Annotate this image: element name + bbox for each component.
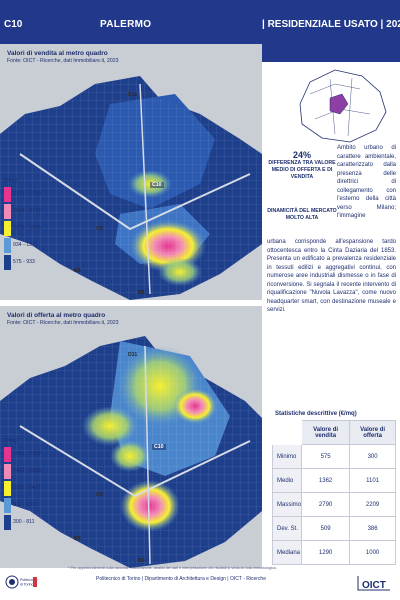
- offer-heatmap: [0, 306, 262, 568]
- map-label-b6: B6: [138, 558, 145, 564]
- table-row: Mediana 1290 1000: [271, 540, 396, 565]
- sale-legend-unit: (€/mq): [3, 178, 18, 184]
- legend-swatch: [4, 498, 11, 513]
- category-title: | RESIDENZIALE USATO | 2023: [262, 19, 400, 30]
- row-label: Minimo: [271, 444, 303, 469]
- sale-value: 1362: [301, 468, 351, 493]
- percent-difference: 24%: [292, 150, 311, 160]
- sale-legend-item: 2173 - 2790: [3, 186, 65, 203]
- map-label-c10: C10: [152, 444, 166, 450]
- sale-legend-item: 934 - 1272: [3, 237, 65, 254]
- stats-header-row: Valore di vendita Valore di offerta: [273, 420, 396, 445]
- sale-legend: (€/mq) 2173 - 2790 1626 - 2172 1273 - 16…: [3, 178, 65, 271]
- stats-table: Valore di vendita Valore di offerta Mini…: [271, 420, 396, 565]
- legend-range: 2173 - 2790: [13, 191, 41, 197]
- offer-map-title: Valori di offerta al metro quadro: [7, 312, 106, 319]
- area-description-top: Ambito urbano di carattere ambientale, c…: [337, 145, 396, 220]
- legend-swatch: [4, 187, 11, 202]
- stats-header-sale: Valore di vendita: [301, 420, 351, 445]
- legend-swatch: [4, 255, 11, 270]
- percent-difference-label: DIFFERENZA TRA VALORE MEDIO DI OFFERTA E…: [268, 160, 336, 181]
- table-row: Massimo 2790 2209: [271, 492, 396, 517]
- svg-text:di Torino: di Torino: [20, 583, 34, 587]
- offer-value: 1000: [349, 540, 396, 565]
- offer-legend-item: 1431 - 1800: [3, 463, 65, 480]
- offer-legend-item: 300 - 811: [3, 514, 65, 531]
- map-label-c9: C9: [96, 492, 103, 498]
- sale-value: 509: [301, 516, 351, 541]
- legend-range: 934 - 1272: [13, 242, 38, 248]
- table-row: Medio 1362 1101: [271, 468, 396, 493]
- offer-legend-item: 1801 - 2209: [3, 446, 65, 463]
- offer-legend-item: 811 - 1104: [3, 497, 65, 514]
- legend-range: 811 - 1104: [13, 502, 38, 508]
- sale-value: 575: [301, 444, 351, 469]
- offer-map-panel: Valori di offerta al metro quadro Fonte:…: [0, 306, 262, 568]
- offer-legend-unit: (€/mq): [3, 438, 18, 444]
- svg-text:OICT: OICT: [362, 580, 386, 591]
- row-label: Medio: [271, 468, 303, 493]
- map-label-b5: B5: [74, 536, 81, 542]
- legend-range: 1273 - 1626: [13, 225, 41, 231]
- sale-heatmap: [0, 44, 262, 300]
- legend-swatch: [4, 221, 11, 236]
- city-inset-map: [299, 69, 387, 143]
- footer-credits: Politecnico di Torino | Dipartimento di …: [96, 576, 266, 582]
- legend-swatch: [4, 204, 11, 219]
- sale-legend-item: 1273 - 1626: [3, 220, 65, 237]
- market-dynamism: DINAMICITÀ DEL MERCATO MOLTO ALTA: [267, 208, 337, 222]
- city-name: PALERMO: [100, 19, 152, 30]
- sale-map-title: Valori di vendita al metro quadro: [7, 50, 108, 57]
- row-label: Mediana: [271, 540, 303, 565]
- oict-logo: OICT: [357, 576, 390, 591]
- map-label-d11: D11: [128, 352, 138, 358]
- sale-map-source: Fonte: OICT - Ricerche, dati Immobiliare…: [7, 58, 119, 64]
- legend-swatch: [4, 464, 11, 479]
- polito-logo: Politecnico di Torino: [5, 575, 37, 589]
- zone-code: C10: [4, 19, 23, 30]
- table-row: Minimo 575 300: [271, 444, 396, 469]
- legend-swatch: [4, 238, 11, 253]
- svg-text:Politecnico: Politecnico: [20, 578, 37, 582]
- legend-range: 575 - 933: [13, 259, 35, 265]
- stats-header-blank: [273, 421, 302, 445]
- area-description-bottom: urbana corrisponde all'espansione tardo …: [267, 239, 396, 314]
- offer-legend-item: 1105 - 1430: [3, 480, 65, 497]
- legend-range: 1626 - 2172: [13, 208, 41, 214]
- offer-value: 300: [349, 444, 396, 469]
- sale-map-panel: Valori di vendita al metro quadro Fonte:…: [0, 44, 262, 300]
- table-row: Dev. St. 509 386: [271, 516, 396, 541]
- stats-title: Statistiche descrittive (€/mq): [275, 411, 357, 417]
- legend-swatch: [4, 447, 11, 462]
- sale-legend-item: 575 - 933: [3, 254, 65, 271]
- stats-header-offer: Valore di offerta: [349, 420, 396, 445]
- sale-value: 1290: [301, 540, 351, 565]
- offer-map-source: Fonte: OICT - Ricerche, dati Immobiliare…: [7, 320, 119, 326]
- map-label-b6: B6: [138, 290, 145, 296]
- legend-range: 1431 - 1800: [13, 468, 41, 474]
- map-label-c10: C10: [150, 182, 164, 188]
- row-label: Massimo: [271, 492, 303, 517]
- legend-range: 1801 - 2209: [13, 451, 41, 457]
- row-label: Dev. St.: [271, 516, 303, 541]
- offer-value: 1101: [349, 468, 396, 493]
- map-label-d11: D11: [128, 92, 138, 98]
- map-label-b5: B5: [74, 268, 81, 274]
- offer-value: 2209: [349, 492, 396, 517]
- legend-range: 1105 - 1430: [13, 485, 41, 491]
- legend-range: 300 - 811: [13, 519, 35, 525]
- legend-swatch: [4, 481, 11, 496]
- legend-swatch: [4, 515, 11, 530]
- offer-legend: (€/mq) 1801 - 2209 1431 - 1800 1105 - 14…: [3, 438, 65, 531]
- sale-legend-item: 1626 - 2172: [3, 203, 65, 220]
- offer-value: 386: [349, 516, 396, 541]
- methodology-note: * Per approfondimenti sulla raccolta, el…: [68, 566, 277, 570]
- map-label-c9: C9: [96, 226, 103, 232]
- sale-value: 2790: [301, 492, 351, 517]
